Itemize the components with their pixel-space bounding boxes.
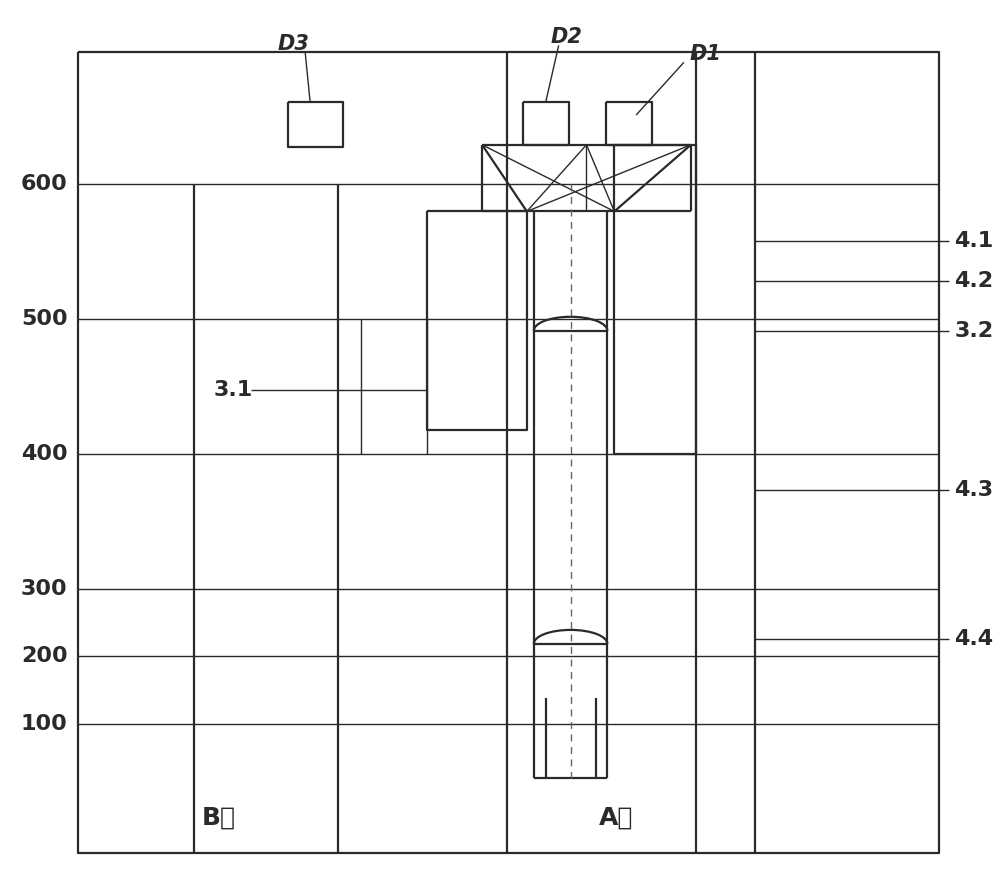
Text: 500: 500 <box>21 308 68 329</box>
Text: 4.4: 4.4 <box>954 628 993 649</box>
Text: 400: 400 <box>21 444 68 464</box>
Text: D3: D3 <box>277 34 309 55</box>
Text: B区: B区 <box>202 805 236 830</box>
Text: D2: D2 <box>551 28 583 47</box>
Text: 300: 300 <box>21 579 68 599</box>
Text: A区: A区 <box>599 805 633 830</box>
Text: 100: 100 <box>21 714 68 734</box>
Text: 4.1: 4.1 <box>954 232 994 251</box>
Text: D1: D1 <box>690 45 722 64</box>
Text: 3.2: 3.2 <box>954 321 993 341</box>
Text: 4.2: 4.2 <box>954 271 993 291</box>
Text: 3.1: 3.1 <box>214 380 253 401</box>
Text: 4.3: 4.3 <box>954 480 993 500</box>
Text: 200: 200 <box>21 645 68 666</box>
Text: 600: 600 <box>21 173 68 194</box>
